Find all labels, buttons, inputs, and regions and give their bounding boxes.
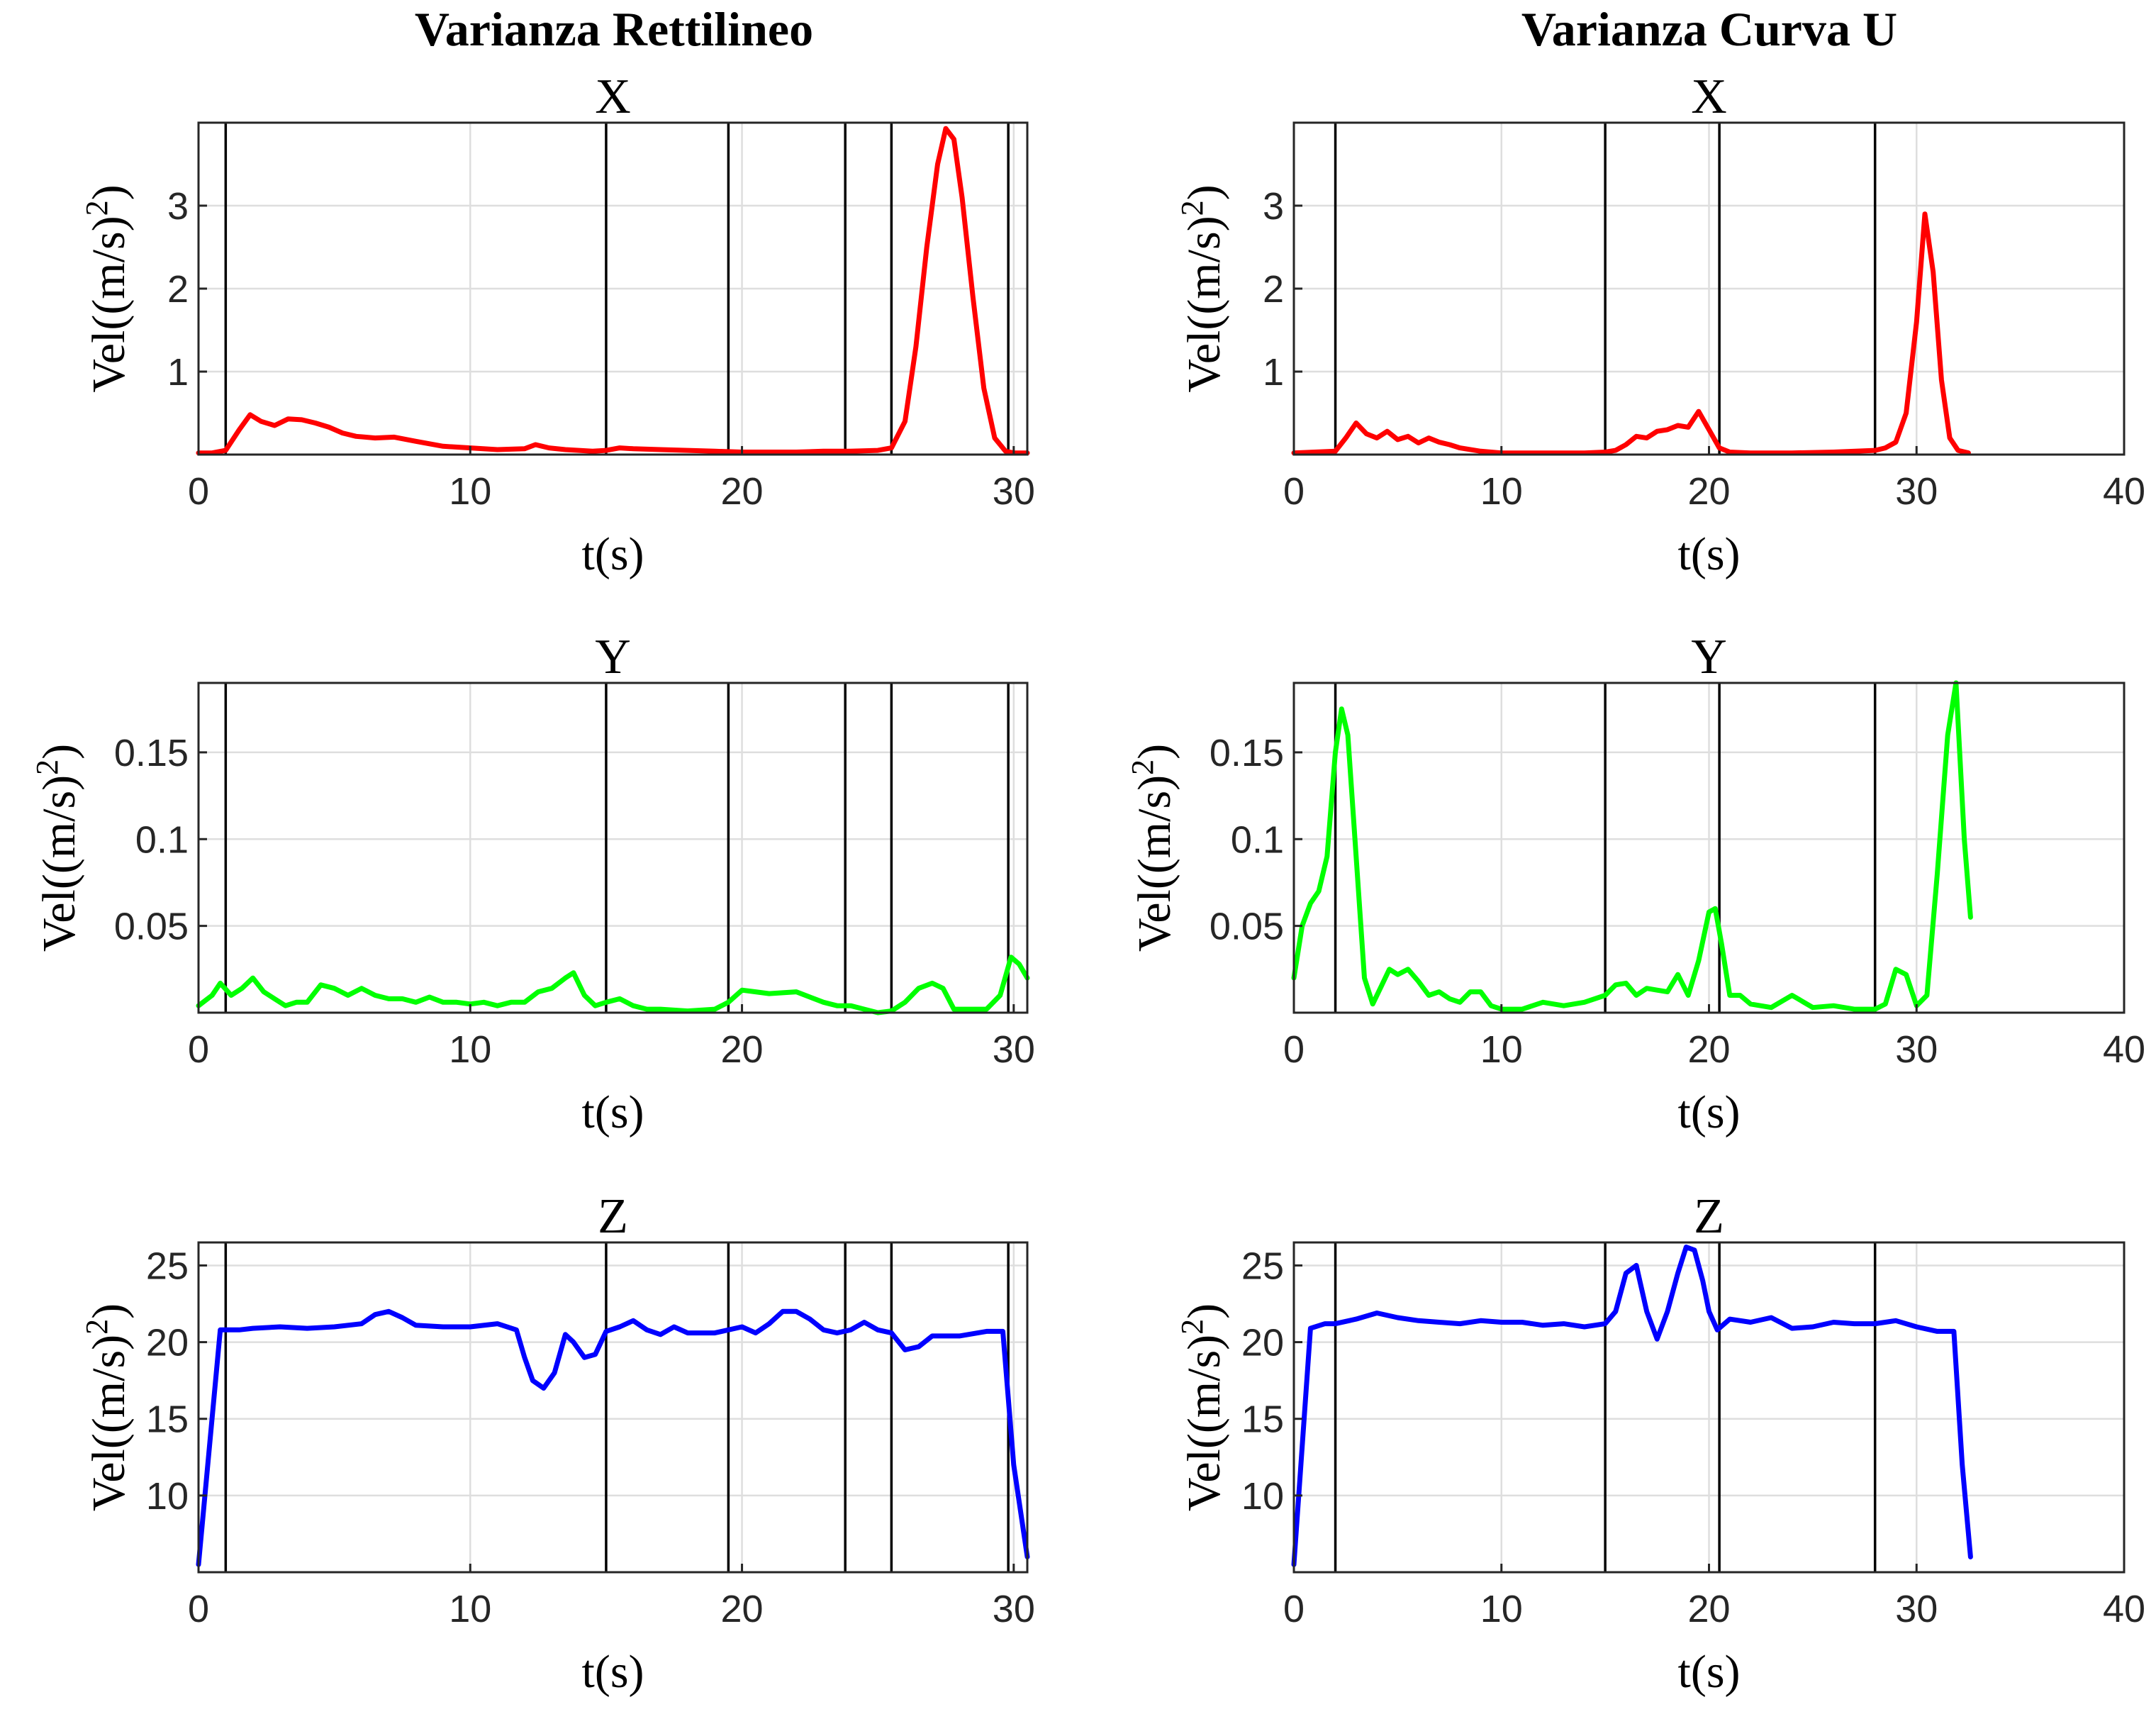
x-tick-label: 10 <box>1480 470 1523 513</box>
y-tick-label: 1 <box>167 351 189 394</box>
y-tick-label: 20 <box>1241 1322 1284 1364</box>
series-line <box>1291 680 1973 1012</box>
y-axis-label: Vel((m/s)2) <box>1125 744 1181 952</box>
x-tick-label: 30 <box>1895 470 1938 513</box>
column-title-rettilineo: Varianza Rettilineo <box>415 2 813 56</box>
subplot-curva-z: 0 10 20 30 40 10 15 20 25 Zt(s) Vel((m/s)2) <box>1175 1189 2146 1698</box>
subplot-grid: 0 10 20 30 1 2 3 Xt(s) Vel((m/s)2) 0 10 20 30 40 1 2 3 Xt… <box>30 69 2146 1698</box>
x-tick-label: 40 <box>2103 1028 2145 1071</box>
y-tick-label: 25 <box>146 1245 189 1287</box>
x-tick-label: 30 <box>993 1028 1035 1071</box>
x-tick-label: 30 <box>1895 1588 1938 1630</box>
subplot-rett-x: 0 10 20 30 1 2 3 Xt(s) Vel((m/s)2) <box>79 69 1035 580</box>
x-tick-label: 20 <box>1687 1588 1730 1630</box>
y-axis-label: Vel((m/s)2) <box>79 1303 135 1511</box>
subplot-curva-y: 0 10 20 30 40 0.05 0.1 0.15 Yt(s) Vel((m/s)2) <box>1125 630 2146 1138</box>
y-axis-label: Vel((m/s)2) <box>79 184 135 392</box>
x-tick-label: 10 <box>1480 1028 1523 1071</box>
x-tick-label: 10 <box>449 1588 491 1630</box>
x-axis-label: t(s) <box>582 528 644 580</box>
series-line <box>1291 1245 1973 1567</box>
x-tick-label: 30 <box>993 470 1035 513</box>
y-axis-label: Vel((m/s)2) <box>1175 184 1231 392</box>
series-line <box>196 955 1030 1016</box>
x-tick-label: 10 <box>449 470 491 513</box>
y-tick-label: 10 <box>146 1475 189 1518</box>
x-tick-label: 0 <box>188 470 209 513</box>
y-tick-label: 25 <box>1241 1245 1284 1287</box>
subplot-rett-z: 0 10 20 30 10 15 20 25 Zt(s) Vel((m/s)2) <box>79 1189 1035 1698</box>
y-tick-label: 0.1 <box>1231 818 1284 861</box>
y-tick-label: 10 <box>1241 1475 1284 1518</box>
y-tick-label: 15 <box>1241 1398 1284 1441</box>
y-tick-label: 0.15 <box>1210 732 1284 774</box>
x-axis-label: t(s) <box>582 1646 644 1698</box>
subplot-title: Z <box>598 1189 628 1244</box>
y-tick-label: 15 <box>146 1398 189 1441</box>
subplot-title: Z <box>1694 1189 1724 1244</box>
x-tick-label: 0 <box>1283 1028 1305 1071</box>
column-title-curva-u: Varianza Curva U <box>1521 2 1897 56</box>
subplot-title: X <box>595 69 631 124</box>
y-tick-label: 0.05 <box>1210 906 1284 948</box>
x-tick-label: 30 <box>993 1588 1035 1630</box>
subplot-title: X <box>1691 69 1727 124</box>
x-tick-label: 10 <box>1480 1588 1523 1630</box>
x-tick-label: 40 <box>2103 1588 2145 1630</box>
x-tick-label: 10 <box>449 1028 491 1071</box>
x-tick-label: 40 <box>2103 470 2145 513</box>
x-tick-label: 0 <box>1283 1588 1305 1630</box>
x-tick-label: 20 <box>1687 470 1730 513</box>
x-tick-label: 0 <box>188 1588 209 1630</box>
y-tick-label: 3 <box>1263 185 1284 228</box>
x-axis-label: t(s) <box>582 1086 644 1138</box>
y-tick-label: 0.15 <box>114 732 189 774</box>
series-line <box>196 126 1030 456</box>
y-tick-label: 2 <box>167 268 189 311</box>
y-axis-label: Vel((m/s)2) <box>30 744 86 952</box>
x-tick-label: 20 <box>1687 1028 1730 1071</box>
x-tick-label: 0 <box>1283 470 1305 513</box>
subplot-curva-x: 0 10 20 30 40 1 2 3 Xt(s) Vel((m/s)2) <box>1175 69 2146 580</box>
x-axis-label: t(s) <box>1678 1086 1741 1138</box>
x-tick-label: 0 <box>188 1028 209 1071</box>
y-tick-label: 0.1 <box>135 818 189 861</box>
y-tick-label: 1 <box>1263 351 1284 394</box>
axes-frame <box>197 682 1029 1014</box>
series-line <box>196 1308 1030 1567</box>
x-tick-label: 20 <box>721 1588 764 1630</box>
subplot-rett-y: 0 10 20 30 0.05 0.1 0.15 Yt(s) Vel((m/s)2) <box>30 630 1035 1138</box>
y-axis-label: Vel((m/s)2) <box>1175 1303 1231 1511</box>
x-tick-label: 20 <box>721 470 764 513</box>
x-tick-label: 30 <box>1895 1028 1938 1071</box>
axes-frame <box>197 1241 1029 1574</box>
x-axis-label: t(s) <box>1678 528 1741 580</box>
y-tick-label: 0.05 <box>114 906 189 948</box>
subplot-title: Y <box>1691 630 1727 684</box>
x-axis-label: t(s) <box>1678 1646 1741 1698</box>
y-tick-label: 20 <box>146 1322 189 1364</box>
y-tick-label: 2 <box>1263 268 1284 311</box>
series-line <box>1291 211 1971 456</box>
subplot-title: Y <box>595 630 631 684</box>
x-tick-label: 20 <box>721 1028 764 1071</box>
y-tick-label: 3 <box>167 185 189 228</box>
